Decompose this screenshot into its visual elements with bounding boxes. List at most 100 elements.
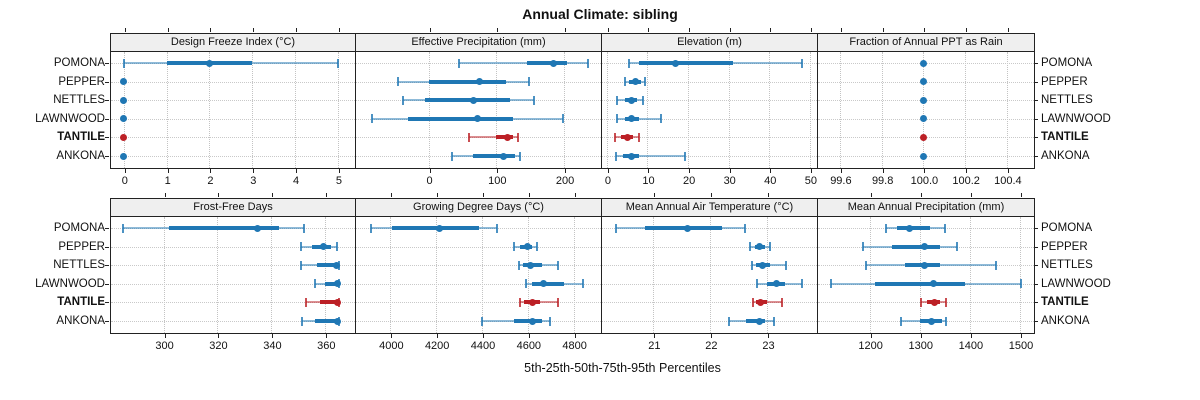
axis-tick-top xyxy=(1007,28,1009,32)
median-dot xyxy=(759,261,767,269)
axis-tick-right xyxy=(1034,265,1038,267)
band-25-75 xyxy=(892,244,940,249)
cap-p95 xyxy=(495,223,498,233)
panel-6: Mean Annual Air Temperature (°C) 21 22 23 xyxy=(602,193,818,352)
gridline-vertical xyxy=(428,52,430,168)
cap-p95 xyxy=(586,58,589,68)
row-label-left: PEPPER xyxy=(58,240,105,253)
band-25-75 xyxy=(319,300,339,305)
median-dot xyxy=(120,133,128,141)
band-25-75 xyxy=(317,263,339,268)
row-label-left: POMONA xyxy=(53,57,105,69)
gridline-vertical xyxy=(710,217,712,333)
gridline-vertical xyxy=(688,52,690,168)
cap-p5 xyxy=(300,260,303,270)
median-dot xyxy=(333,298,341,306)
axis-tick-bottom xyxy=(924,169,926,173)
row-guide xyxy=(111,246,355,248)
row-guide xyxy=(111,265,355,267)
row-guide xyxy=(111,81,355,83)
row-guide xyxy=(602,100,817,102)
axis-tick-label: 0 xyxy=(426,175,433,187)
median-dot xyxy=(333,317,341,325)
median-dot xyxy=(623,133,631,141)
cap-p5 xyxy=(616,114,619,124)
row-label-right: TANTILE xyxy=(1041,131,1089,144)
gridline-vertical xyxy=(496,52,498,168)
cap-p5 xyxy=(865,260,868,270)
axis-tick-bottom xyxy=(1007,169,1009,173)
row-label-right: POMONA xyxy=(1041,57,1093,69)
cap-p5 xyxy=(518,297,521,307)
axis-tick-top xyxy=(296,28,298,32)
median-dot xyxy=(920,261,928,269)
axis-tick-bottom xyxy=(574,334,576,338)
cap-p95 xyxy=(955,242,958,252)
cap-p5 xyxy=(305,297,308,307)
median-dot xyxy=(120,115,128,123)
cap-p95 xyxy=(527,77,530,87)
axis-tick-label: 1300 xyxy=(908,340,933,352)
cap-p95 xyxy=(772,316,775,326)
gridline-vertical xyxy=(923,52,925,168)
panel-body xyxy=(602,217,817,333)
axis-tick-right xyxy=(1034,100,1038,102)
median-dot xyxy=(540,280,548,288)
row-label-left: NETTLES xyxy=(53,259,105,272)
band-25-75 xyxy=(639,61,733,65)
cap-p5 xyxy=(369,223,372,233)
median-dot xyxy=(470,96,478,104)
cap-p95 xyxy=(800,58,803,68)
cap-p5 xyxy=(300,242,303,252)
axis-tick-top xyxy=(429,28,431,32)
panel-header: Fraction of Annual PPT as Rain xyxy=(818,34,1034,52)
gridline-vertical xyxy=(653,217,655,333)
panel-header: Growing Degree Days (°C) xyxy=(356,199,601,217)
axis-tick-label: 50 xyxy=(804,175,818,187)
axis-tick-right xyxy=(1034,137,1038,139)
axis-tick-bottom xyxy=(429,169,431,173)
axis-tick-top xyxy=(729,28,731,32)
cap-p95 xyxy=(556,260,559,270)
cap-p5 xyxy=(756,279,759,289)
gridline-vertical xyxy=(390,217,392,333)
gridline-vertical xyxy=(295,52,297,168)
axis-tick-label: 4000 xyxy=(379,340,404,352)
axis-tick-top xyxy=(970,193,972,197)
median-dot xyxy=(773,280,781,288)
row-label-right: NETTLES xyxy=(1041,259,1093,272)
median-dot xyxy=(756,243,763,251)
axis-tick-top xyxy=(654,193,656,197)
axis-tick-label: 340 xyxy=(263,340,282,352)
whisker-5-95 xyxy=(615,155,686,157)
cap-p95 xyxy=(581,279,584,289)
axis-tick-label: 1200 xyxy=(858,340,883,352)
gridline-vertical xyxy=(325,217,327,333)
gridline-vertical xyxy=(217,217,219,333)
whisker-5-95 xyxy=(459,62,588,64)
panel-header: Frost-Free Days xyxy=(111,199,355,217)
axis-tick-top xyxy=(338,28,340,32)
median-dot xyxy=(526,261,534,269)
row-label-right: LAWNWOOD xyxy=(1041,112,1111,125)
panel-7: Mean Annual Precipitation (mm) 1200 1300 14… xyxy=(818,193,1038,352)
median-dot xyxy=(919,115,927,123)
band-25-75 xyxy=(644,226,722,230)
row-guide xyxy=(111,156,355,157)
axis-tick-bottom xyxy=(210,169,212,173)
band-25-75 xyxy=(874,281,965,286)
panel-body xyxy=(818,217,1034,333)
row-label-left: ANKONA xyxy=(56,315,105,327)
panel-header: Elevation (m) xyxy=(602,34,817,52)
axis-tick-bottom xyxy=(966,169,968,173)
band-25-75 xyxy=(168,226,280,230)
median-dot xyxy=(503,133,511,141)
row-label-left: PEPPER xyxy=(58,75,105,88)
cap-p95 xyxy=(743,223,746,233)
panel-body xyxy=(602,52,817,168)
axis-tick-label: 0 xyxy=(121,175,128,187)
band-25-75 xyxy=(897,226,930,230)
cap-p95 xyxy=(533,95,536,105)
axis-tick-bottom xyxy=(528,334,530,338)
axis-tick-bottom xyxy=(711,334,713,338)
